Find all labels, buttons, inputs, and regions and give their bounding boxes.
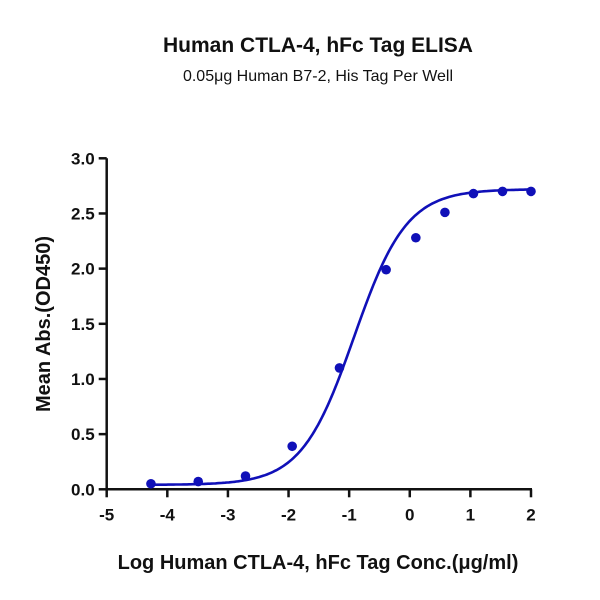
data-point <box>240 471 251 481</box>
axes: -5 -4 -3 -2 -1 0 1 2 0.0 0.5 1.0 1.5 2.0 2.5 3.0 <box>71 149 536 524</box>
y-tick-label: 0.0 <box>71 480 95 499</box>
y-axis-label: Mean Abs.(OD450) <box>33 236 55 412</box>
data-point <box>287 441 297 452</box>
x-axis-label: Log Human CTLA-4, hFc Tag Conc.(μg/ml) <box>118 552 519 574</box>
data-points <box>146 186 536 489</box>
y-tick-label: 3.0 <box>71 149 95 168</box>
x-tick-label: 1 <box>466 505 475 524</box>
y-tick-label: 2.5 <box>71 204 95 223</box>
x-tick-label: 0 <box>405 505 414 524</box>
y-tick-label: 1.0 <box>71 370 95 389</box>
data-point <box>526 186 536 197</box>
x-tick-label: -5 <box>99 505 114 524</box>
x-tick-label: 2 <box>526 505 535 524</box>
data-point <box>497 186 508 197</box>
chart-title: Human CTLA-4, hFc Tag ELISA <box>163 34 473 57</box>
data-point <box>193 476 204 487</box>
x-tick-label: -4 <box>160 505 176 524</box>
data-point <box>146 478 156 489</box>
data-point <box>468 188 479 199</box>
data-point <box>334 363 345 373</box>
chart-subtitle: 0.05μg Human B7-2, His Tag Per Well <box>183 68 453 85</box>
fit-curve <box>150 188 532 487</box>
data-point <box>411 232 421 243</box>
x-tick-label: -3 <box>220 505 235 524</box>
y-tick-label: 2.0 <box>71 260 95 279</box>
data-point <box>381 264 391 275</box>
x-tick-label: -1 <box>342 505 357 524</box>
y-tick-label: 0.5 <box>71 425 95 444</box>
data-point <box>440 207 450 218</box>
x-tick-label: -2 <box>281 505 296 524</box>
y-tick-label: 1.5 <box>71 315 95 334</box>
